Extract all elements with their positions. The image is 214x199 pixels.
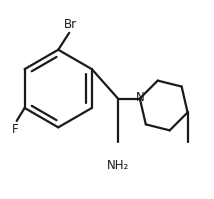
Text: NH₂: NH₂ [107,159,129,172]
Text: N: N [135,91,144,104]
Text: F: F [12,123,19,136]
Text: Br: Br [64,18,77,31]
